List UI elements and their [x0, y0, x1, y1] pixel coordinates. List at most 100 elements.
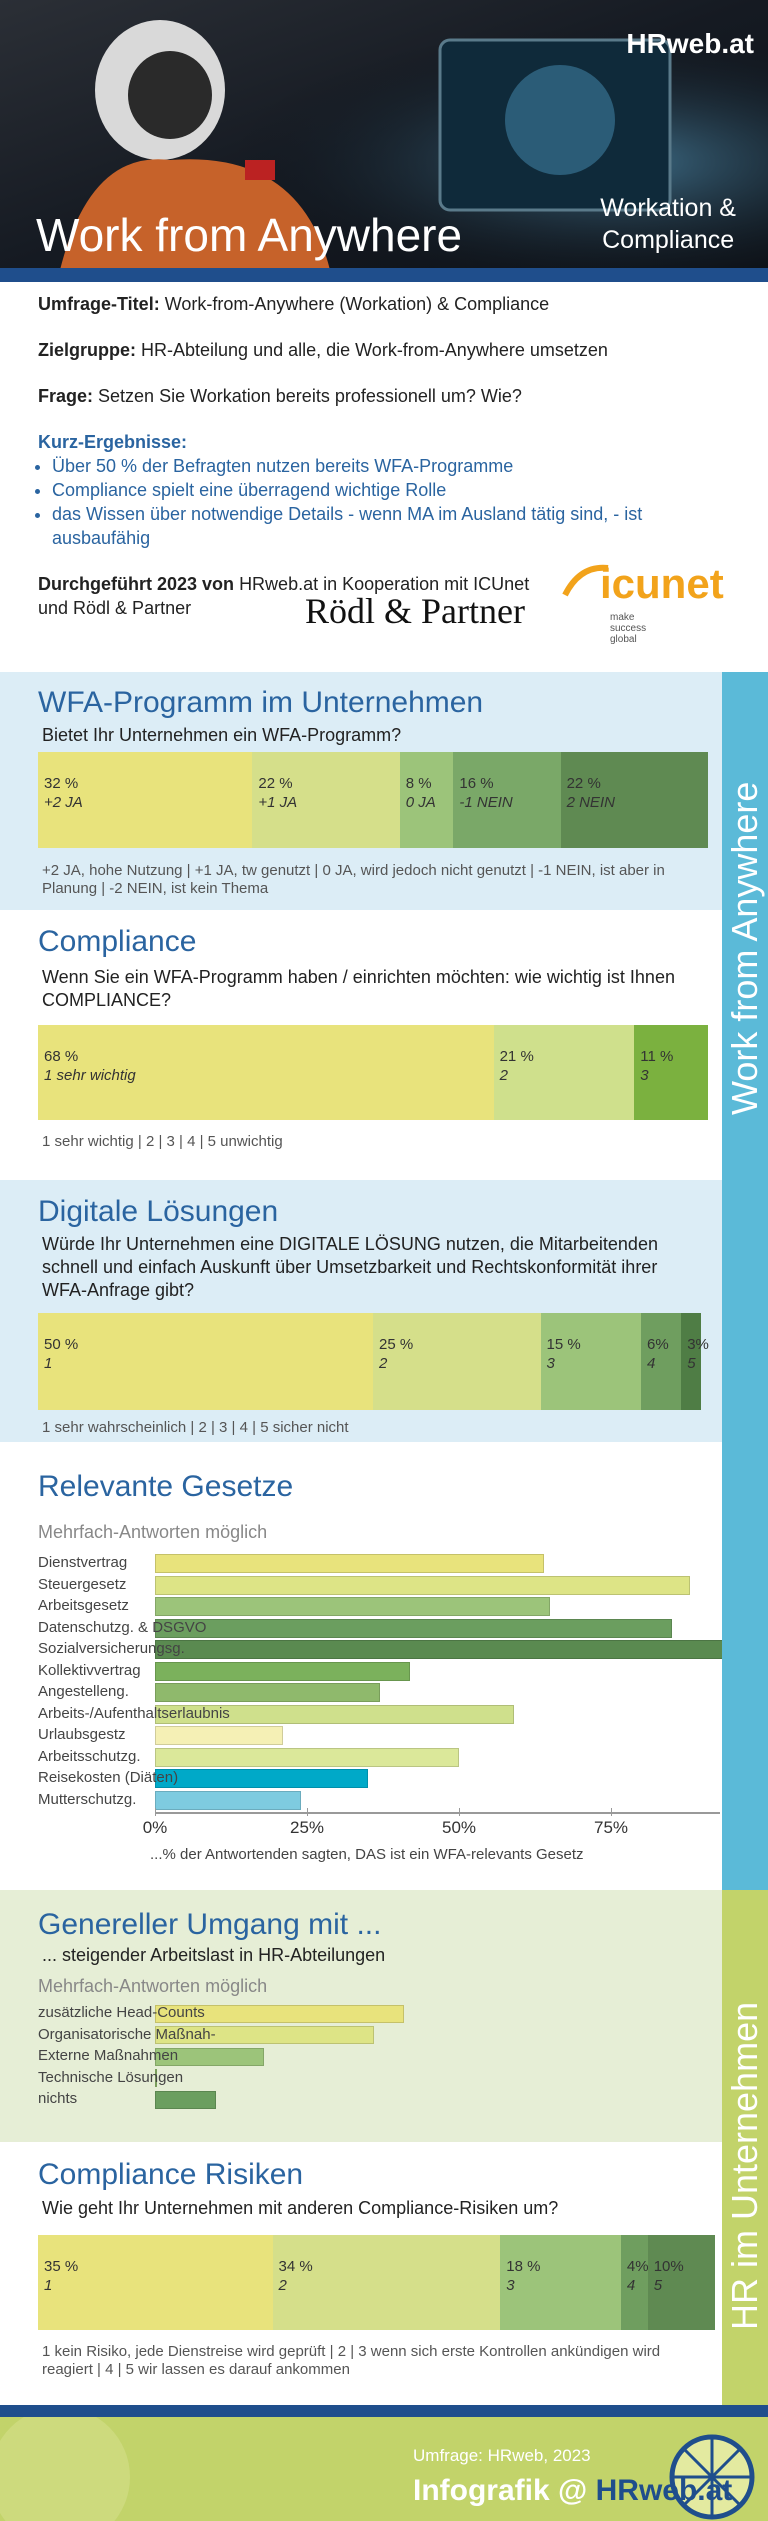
- bar-segment: 25 % 2: [373, 1313, 541, 1410]
- tick-mark: [155, 1808, 156, 1816]
- section-question: Bietet Ihr Unternehmen ein WFA-Programm?: [42, 725, 402, 745]
- intro: Umfrage-Titel: Work-from-Anywhere (Worka…: [38, 292, 718, 620]
- intro-line: Frage: Setzen Sie Workation bereits prof…: [38, 384, 718, 408]
- tick-mark: [611, 1808, 612, 1816]
- segment-label: 5: [687, 1355, 696, 1372]
- footer-prefix: Infografik @: [413, 2474, 588, 2507]
- logo-icunet: icunet: [600, 560, 724, 607]
- stacked-bar: 35 % 1 34 % 2 18 % 3 4% 4 10% 5: [38, 2235, 715, 2330]
- category-label: nichts: [38, 2090, 78, 2107]
- footer-brand-name: HRweb.at: [595, 2474, 733, 2507]
- segment-label: 3: [640, 1067, 649, 1084]
- footer-source: Umfrage: HRweb, 2023: [413, 2446, 591, 2465]
- category-label: Technische Lösungen: [38, 2068, 184, 2086]
- bar-segment: 8 % 0 JA: [399, 752, 454, 848]
- bar: [155, 1747, 459, 1767]
- category-label: Mutterschutzg.: [38, 1790, 137, 1808]
- value-label: 35 %: [44, 2258, 79, 2275]
- x-axis: [155, 1812, 720, 1814]
- segment-label: 1: [44, 1355, 53, 1372]
- bar: [155, 1575, 691, 1595]
- subtitle-line: Workation &: [600, 194, 736, 222]
- intro-line: Zielgruppe: HR-Abteilung und alle, die W…: [38, 338, 718, 362]
- bar-segment: 16 % -1 NEIN: [453, 752, 561, 848]
- value-label: 3%: [687, 1336, 709, 1353]
- brand: HRweb.at: [626, 28, 754, 59]
- section-question: Wie geht Ihr Unternehmen mit anderen Com…: [42, 2198, 559, 2218]
- value-label: 11 %: [640, 1048, 674, 1065]
- value-label: 21 %: [499, 1048, 534, 1065]
- bar: [155, 2004, 405, 2023]
- stacked-bar: 32 % +2 JA 22 % +1 JA 8 % 0 JA 16 % -1 NEIN 22 %…: [38, 752, 708, 848]
- category-label: Kollektivvertrag: [38, 1661, 141, 1679]
- results-heading: Kurz-Ergebnisse:: [38, 432, 188, 452]
- result-item: Compliance spielt eine überragend wichti…: [52, 478, 718, 502]
- stacked-bar: 50 % 1 25 % 2 15 % 3 6% 4 3% 5: [38, 1313, 709, 1410]
- segment-label: 2: [278, 2277, 287, 2294]
- segment-label: 1: [44, 2277, 53, 2294]
- category-label: zusätzliche Head-Counts: [38, 2004, 205, 2021]
- intro-label: Zielgruppe:: [38, 340, 136, 360]
- bar: [155, 1640, 727, 1660]
- results-list: Über 50 % der Befragten nutzen bereits W…: [38, 454, 718, 550]
- section-title: WFA-Programm im Unternehmen: [38, 686, 484, 719]
- bar-segment: 4% 4: [620, 2235, 649, 2330]
- category-label: Arbeitsschutzg.: [38, 1747, 141, 1765]
- value-label: 22 %: [566, 775, 601, 792]
- section-subtitle: Mehrfach-Antworten möglich: [38, 1522, 268, 1542]
- section-question: ... steigender Arbeitslast in HR-Abteilu…: [42, 1945, 386, 1965]
- result-item: Über 50 % der Befragten nutzen bereits W…: [52, 454, 718, 478]
- category-label: Arbeitsgesetz: [38, 1597, 129, 1614]
- value-label: 4%: [626, 2258, 649, 2275]
- value-label: 68 %: [44, 1048, 79, 1065]
- bar: [155, 1554, 545, 1574]
- segment-label: 3: [506, 2277, 515, 2294]
- footer-strip: [0, 2405, 768, 2417]
- main-title: Work from Anywhere: [36, 209, 463, 261]
- segment-label: 4: [626, 2277, 636, 2294]
- tick-mark: [459, 1808, 460, 1816]
- x-tick-label: 0%: [142, 1818, 168, 1837]
- segment-label: 0 JA: [405, 794, 436, 811]
- bar-segment: 22 % +1 JA: [252, 752, 400, 848]
- bar: [155, 2047, 265, 2066]
- legend: 1 sehr wahrscheinlich | 2 | 3 | 4 | 5 si…: [42, 1419, 349, 1436]
- bar: [155, 1769, 368, 1789]
- segment-label: 2: [499, 1067, 508, 1084]
- side-label: Work from Anywhere: [724, 781, 765, 1115]
- intro-text: Setzen Sie Workation bereits professione…: [98, 386, 522, 406]
- logo-tagline: make success global: [610, 612, 647, 645]
- intro-line: Umfrage-Titel: Work-from-Anywhere (Worka…: [38, 292, 718, 316]
- bar: [155, 1790, 301, 1810]
- section-title: Genereller Umgang mit ...: [38, 1908, 382, 1941]
- segment-label: 4: [647, 1355, 656, 1372]
- main-subtitle: Workation & Compliance: [600, 192, 736, 256]
- segment-label: +2 JA: [44, 794, 83, 811]
- logo-roedl: Rödl & Partner: [305, 591, 525, 631]
- intro-text: HR-Abteilung und alle, die Work-from-Any…: [141, 340, 608, 360]
- intro-label: Umfrage-Titel:: [38, 294, 160, 314]
- value-label: 18 %: [506, 2258, 541, 2275]
- x-tick-label: 75%: [593, 1818, 629, 1837]
- bar-segment: 21 % 2: [493, 1025, 635, 1120]
- bar-segment: 6% 4: [641, 1313, 682, 1410]
- category-label: Arbeits-/Aufenthaltserlaubnis: [38, 1704, 230, 1722]
- stacked-bar: 68 % 1 sehr wichtig 21 % 2 11 % 3: [38, 1025, 708, 1120]
- side-band: [722, 1890, 768, 2405]
- bar: [155, 1661, 411, 1681]
- legend: +2 JA, hohe Nutzung | +1 JA, tw genutzt …: [42, 862, 665, 897]
- bar: [155, 1683, 380, 1703]
- section-title: Relevante Gesetze: [38, 1470, 294, 1503]
- legend: 1 kein Risiko, jede Dienstreise wird gep…: [42, 2343, 661, 2378]
- x-tick-label: 50%: [441, 1818, 477, 1837]
- conducted-text: HRweb.at in Kooperation mit ICUnet und R…: [38, 574, 530, 618]
- bar: [155, 1618, 672, 1638]
- legend: 1 sehr wichtig | 2 | 3 | 4 | 5 unwichtig: [42, 1133, 283, 1150]
- segment-label: -1 NEIN: [459, 794, 513, 811]
- bar: [155, 2026, 374, 2045]
- section-title: Compliance Risiken: [38, 2158, 304, 2191]
- value-label: 34 %: [278, 2258, 313, 2275]
- category-label: Organisatorische Maßnah-: [38, 2025, 216, 2043]
- section-title: Compliance: [38, 925, 197, 958]
